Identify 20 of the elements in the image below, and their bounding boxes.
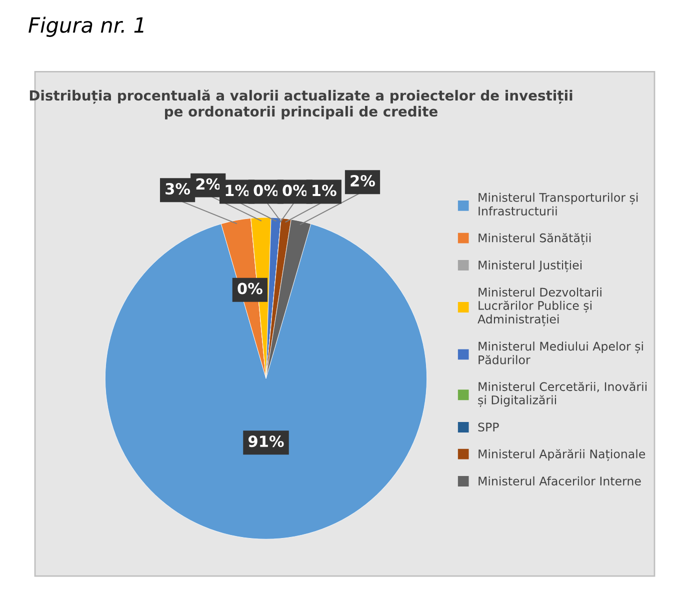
legend-label: Ministerul Sănătății (478, 233, 591, 246)
text: 0% (238, 282, 262, 294)
data-label: 3% (166, 183, 190, 195)
data-label: 91% (248, 436, 284, 448)
legend-label: Ministerul Cercetării, Inovării și Digitalizării (478, 382, 646, 408)
legend-label: Ministerul Justiției (478, 260, 582, 272)
legend-label: Ministerul Afacerilor Interne (478, 476, 641, 486)
text: 0% (282, 184, 308, 196)
legend-label: SPP (478, 422, 499, 432)
data-label: 2% (350, 174, 375, 187)
legend-label: Ministerul Transporturilor și Infrastructurii (478, 192, 638, 216)
data-label: 1% (312, 184, 336, 196)
text: Figura nr. 1 (28, 16, 144, 37)
text: 0% (254, 184, 278, 196)
data-label: 1% (226, 184, 250, 196)
legend-label: Ministerul Apărării Naționale (478, 449, 646, 462)
chart-title: Distribuția procentuală a valorii actualizate a proiectelor de investiții pe ordonatorii principali de credite (30, 90, 572, 120)
legend-label: Ministerul Mediului Apelor și Pădurilor (478, 342, 643, 364)
legend-label: Ministerul Dezvoltarii Lucrărilor Publice și Administrației (478, 288, 602, 326)
data-label: 2% (196, 178, 221, 190)
